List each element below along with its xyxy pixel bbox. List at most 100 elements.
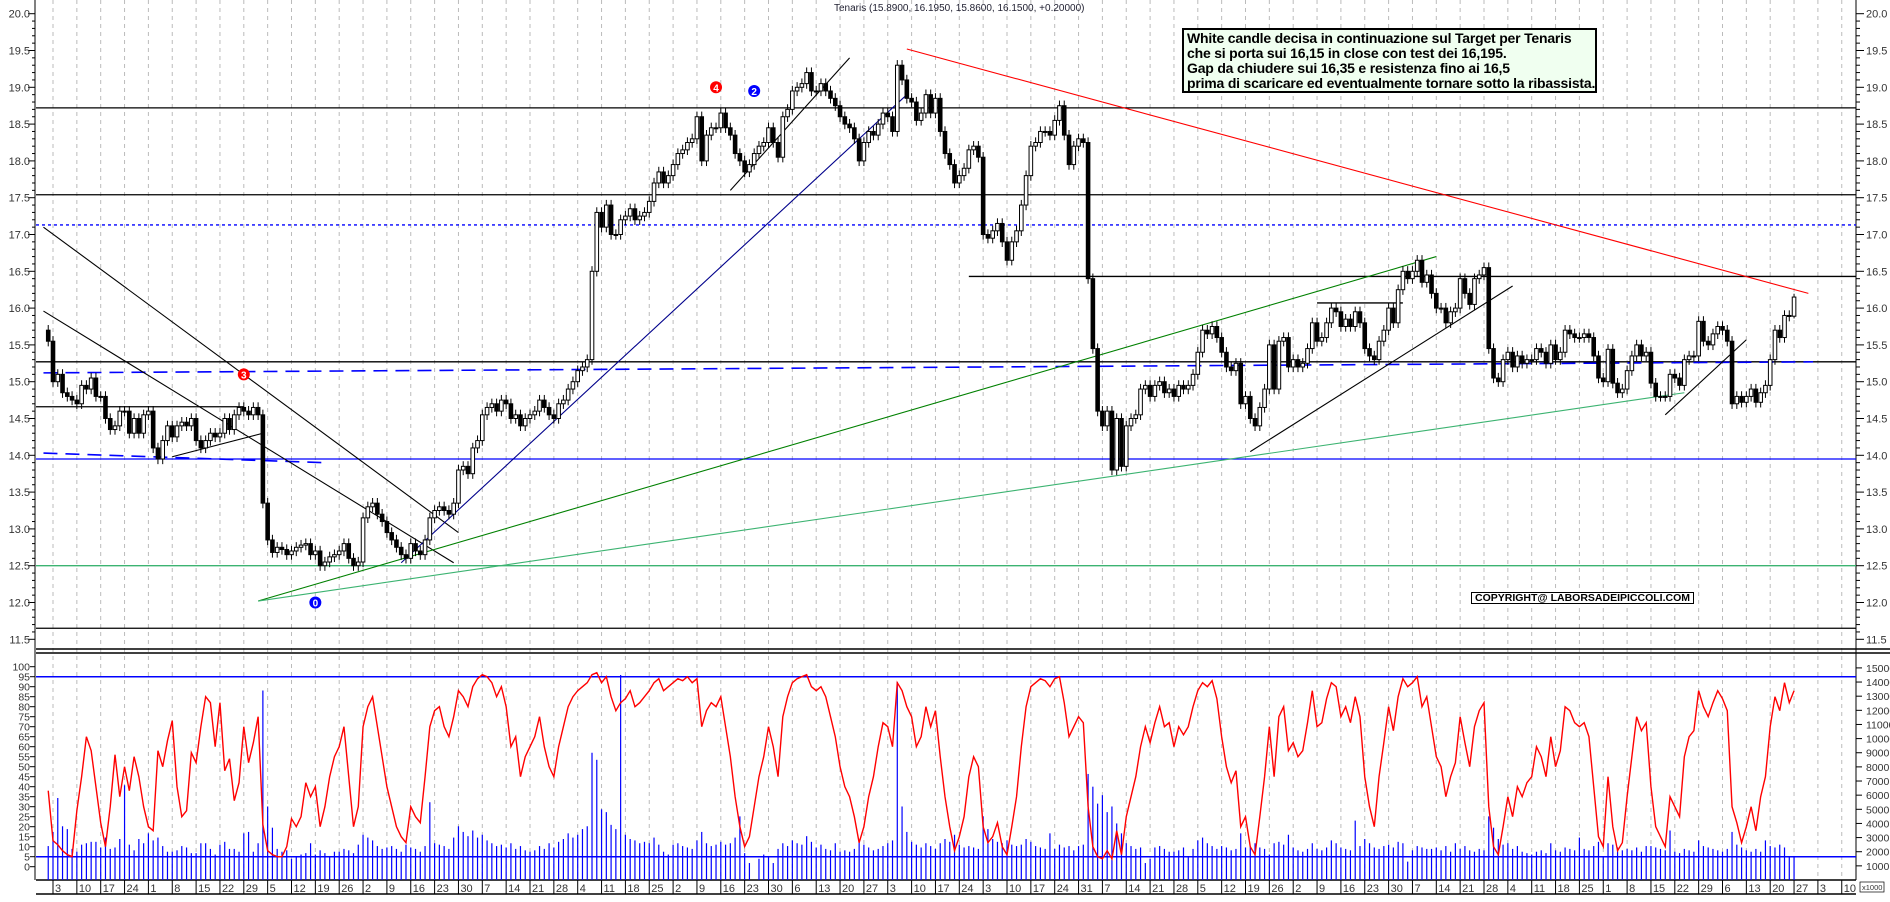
- candle-body: [1252, 418, 1258, 427]
- candle-body: [1629, 355, 1635, 372]
- candle-body: [1615, 382, 1620, 394]
- candle: [799, 78, 805, 93]
- candle-body: [866, 130, 871, 144]
- candle-body: [65, 392, 70, 397]
- candle: [1157, 376, 1162, 391]
- candle: [1701, 316, 1706, 347]
- candle: [546, 402, 552, 420]
- candle-body: [1505, 351, 1511, 361]
- candle: [1314, 317, 1320, 347]
- candle-body: [1696, 320, 1701, 357]
- price-tick-label: 11.5: [1866, 634, 1887, 646]
- candle-body: [231, 414, 237, 431]
- trend-line: [172, 432, 264, 458]
- candle-body: [723, 112, 728, 129]
- candle: [575, 365, 581, 387]
- x-tick-label: 18: [1558, 883, 1570, 895]
- candle: [1119, 413, 1124, 472]
- candle: [551, 409, 557, 424]
- candle: [1052, 115, 1058, 141]
- candle: [1438, 302, 1444, 314]
- candle-body: [990, 230, 995, 239]
- candle-body: [460, 465, 466, 471]
- candle: [1319, 332, 1325, 347]
- candle: [856, 133, 862, 167]
- candle: [1095, 343, 1100, 417]
- candle: [942, 126, 948, 159]
- candle-body: [303, 543, 309, 546]
- candle: [55, 369, 61, 387]
- candle: [1739, 391, 1744, 408]
- candle-body: [1496, 377, 1501, 383]
- candle: [1076, 133, 1081, 152]
- candle-body: [298, 544, 304, 548]
- candle-body: [1319, 337, 1325, 342]
- x-tick-label: 16: [1343, 883, 1355, 895]
- candle: [532, 405, 538, 420]
- candle: [260, 409, 266, 509]
- x-tick-label: 26: [341, 883, 353, 895]
- candle: [1305, 343, 1310, 369]
- candle-body: [627, 208, 633, 217]
- candle-body: [1233, 362, 1239, 372]
- x-tick-label: 3: [55, 883, 61, 895]
- candle-body: [704, 134, 709, 162]
- candle: [708, 122, 714, 141]
- candle: [1057, 100, 1062, 126]
- x-tick-label: 7: [1104, 883, 1110, 895]
- candle-body: [1104, 410, 1110, 427]
- candle-body: [1238, 362, 1244, 405]
- x-tick-label: 22: [1677, 883, 1689, 895]
- candle-body: [1577, 337, 1582, 340]
- candle: [293, 542, 299, 557]
- price-tick-label: 14.0: [9, 450, 30, 462]
- candle-body: [1014, 230, 1019, 243]
- candle-body: [1109, 410, 1115, 471]
- osc-tick-label: 45: [18, 772, 30, 784]
- candle-body: [1710, 333, 1716, 346]
- candle: [375, 497, 380, 520]
- candle-body: [212, 432, 218, 438]
- candle-body: [1448, 311, 1453, 324]
- candle: [193, 413, 199, 446]
- candle: [1114, 413, 1120, 476]
- candle: [1534, 343, 1539, 365]
- candle-body: [1386, 307, 1391, 331]
- candle: [432, 505, 437, 524]
- x-tick-label: 18: [627, 883, 639, 895]
- candle-body: [1119, 418, 1124, 467]
- candle: [861, 137, 867, 167]
- candle-body: [1324, 322, 1329, 339]
- candle: [1100, 405, 1105, 432]
- candle-body: [828, 90, 833, 99]
- candle-body: [1434, 292, 1439, 309]
- price-tick-label: 18.5: [9, 119, 30, 131]
- candle: [1023, 170, 1029, 211]
- candle-body: [513, 414, 518, 420]
- candle-body: [1782, 314, 1787, 339]
- candle: [990, 225, 995, 244]
- candle-body: [1643, 351, 1649, 357]
- candle: [127, 405, 132, 439]
- candle: [1758, 387, 1763, 408]
- candle: [451, 497, 456, 520]
- candle-body: [928, 94, 933, 114]
- candle-body: [1262, 388, 1267, 408]
- candle: [880, 107, 886, 130]
- osc-tick-label: 30: [18, 802, 30, 814]
- candle-body: [1701, 320, 1706, 342]
- candle-body: [1620, 388, 1625, 394]
- x-tick-label: 21: [1152, 883, 1164, 895]
- price-tick-label: 12.5: [9, 561, 30, 573]
- candle-body: [1138, 388, 1143, 416]
- candle: [246, 405, 251, 420]
- candle: [957, 170, 962, 189]
- candle-body: [403, 554, 409, 559]
- candle-body: [1410, 270, 1415, 280]
- candle: [45, 325, 51, 347]
- candle-body: [1763, 384, 1768, 394]
- candle: [231, 409, 237, 435]
- candle-body: [856, 138, 862, 162]
- candle: [1381, 325, 1387, 347]
- candle-body: [1786, 314, 1792, 317]
